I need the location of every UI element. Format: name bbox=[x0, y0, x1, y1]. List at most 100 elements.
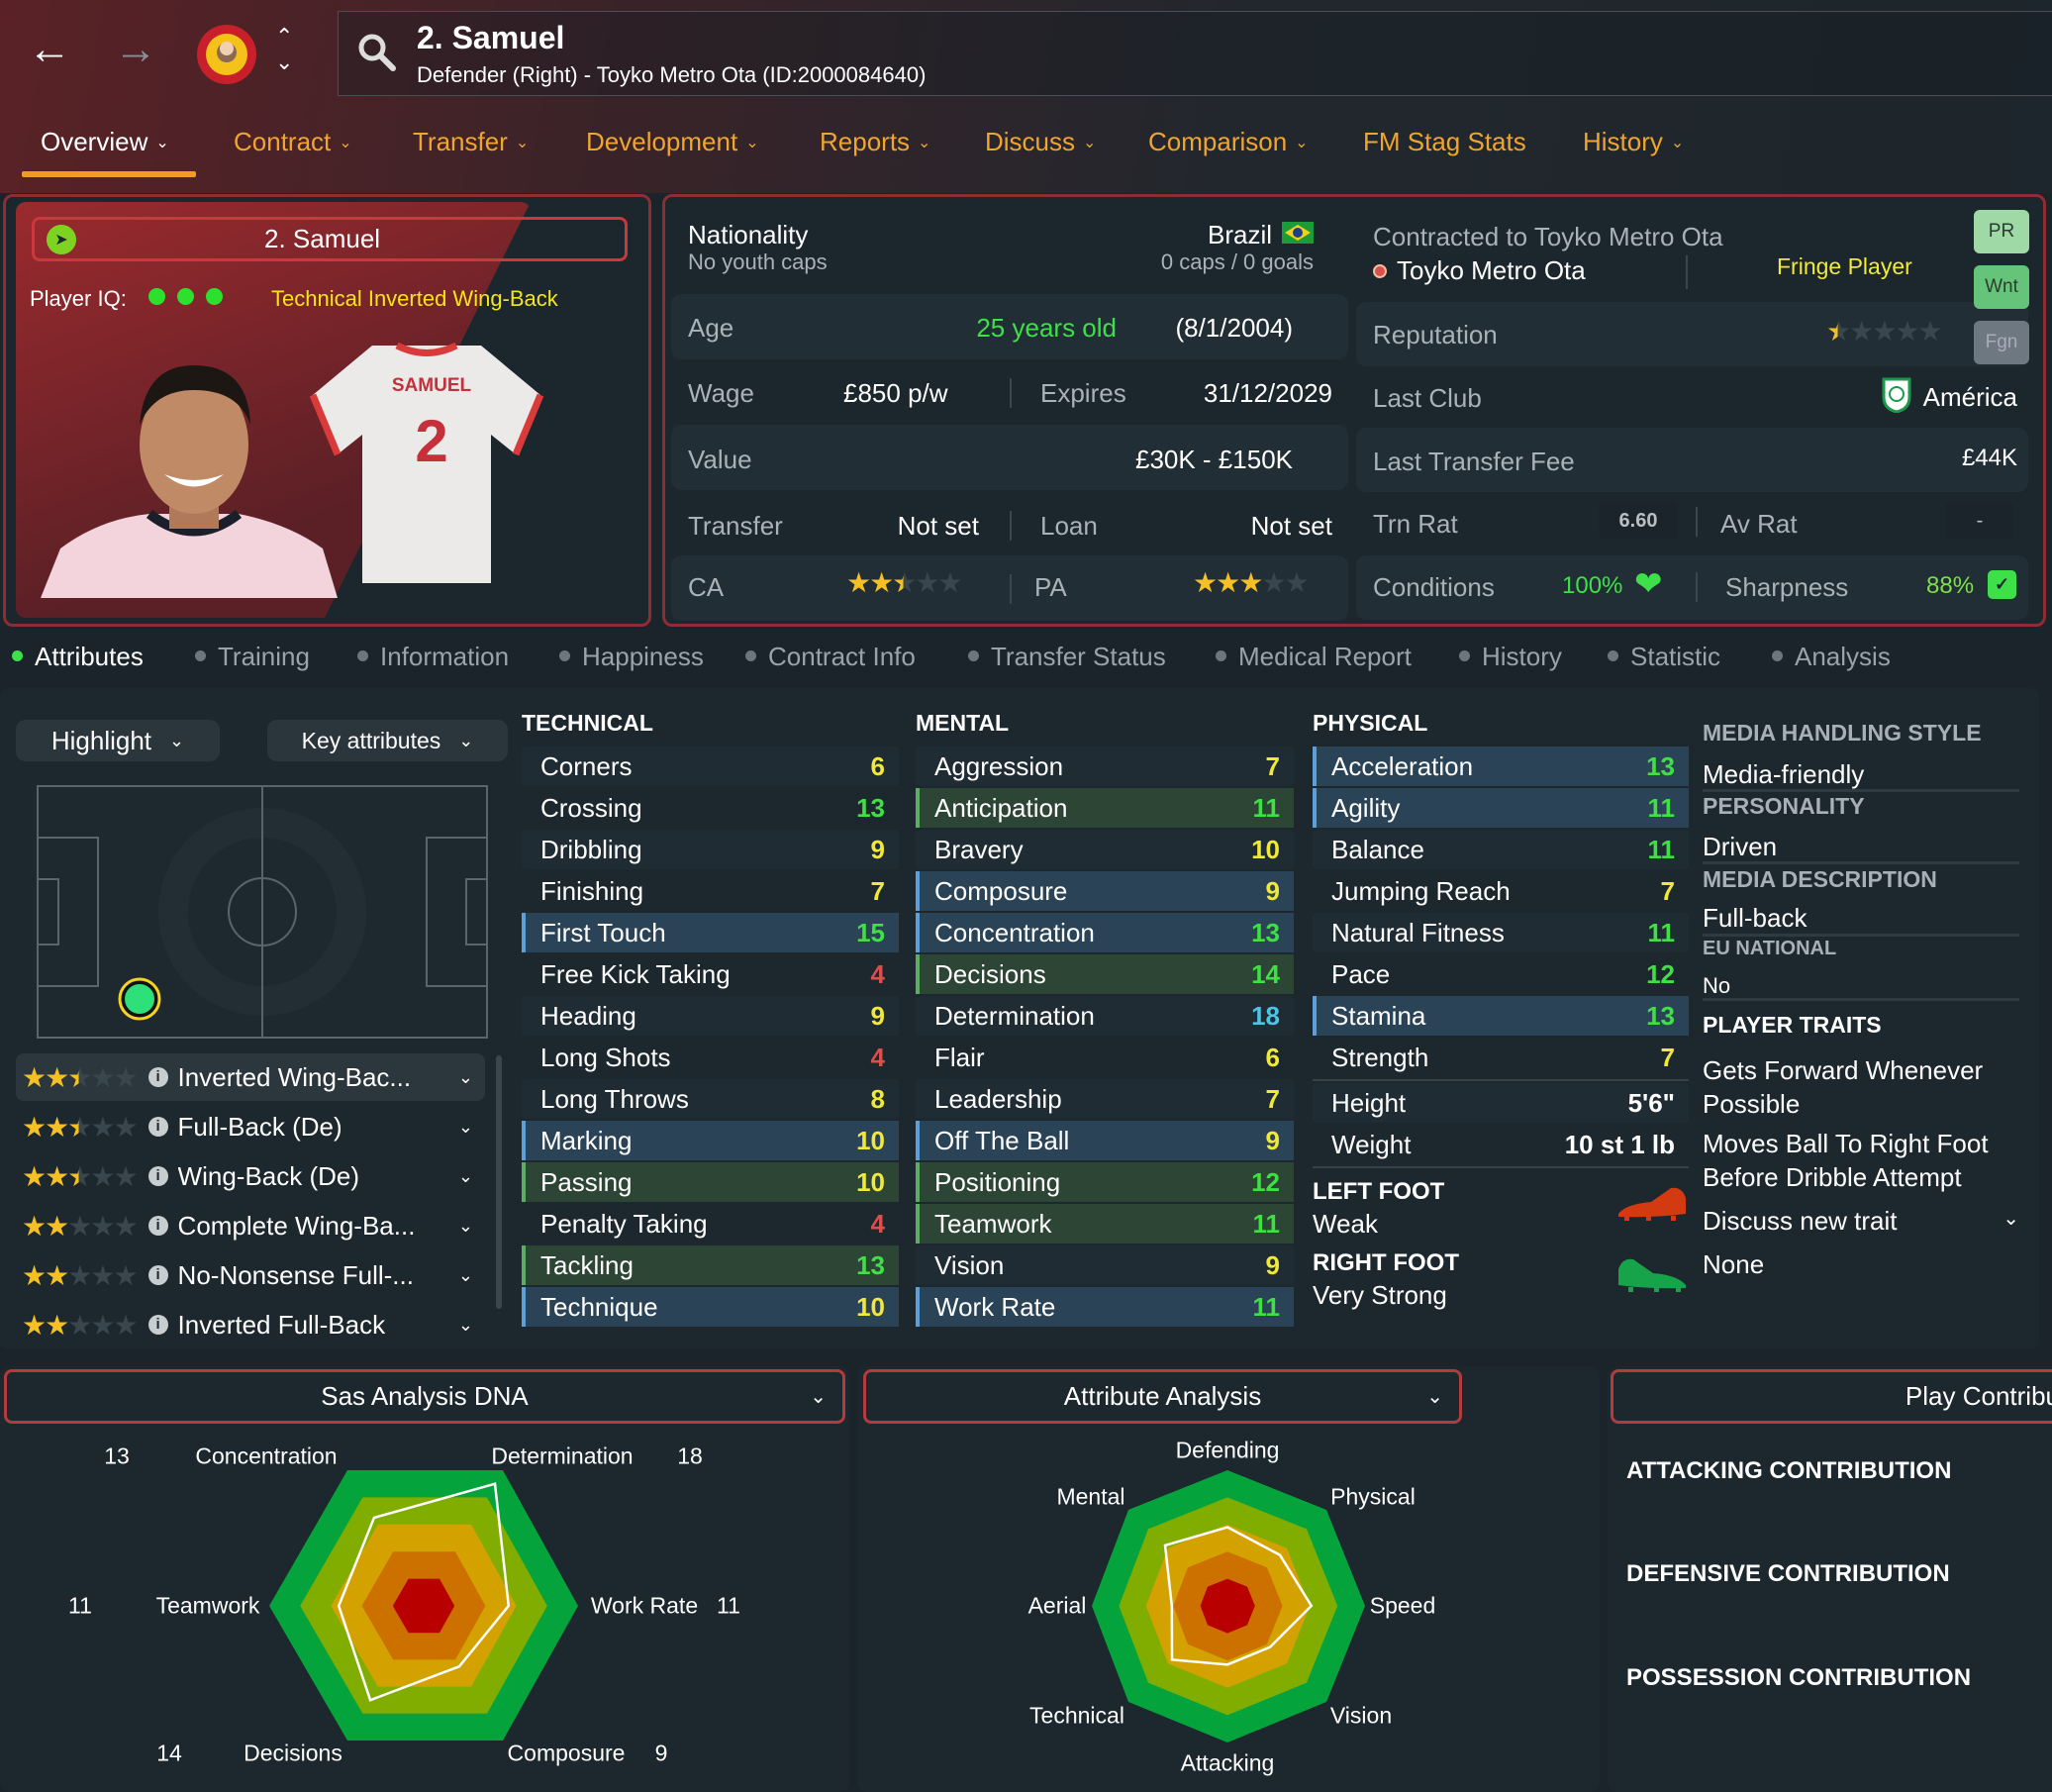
highlight-dropdown[interactable]: Highlight ⌄ bbox=[16, 720, 220, 761]
info-icon[interactable]: i bbox=[147, 1067, 168, 1087]
attribute-row[interactable]: Decisions 14 bbox=[916, 954, 1294, 994]
position-pitch bbox=[37, 785, 488, 1044]
club-badge-icon[interactable] bbox=[195, 23, 258, 86]
attribute-row[interactable]: Heading 9 bbox=[522, 996, 899, 1036]
subtab-training[interactable]: Training bbox=[195, 642, 310, 672]
tab-discuss[interactable]: Discuss ⌄ bbox=[985, 127, 1096, 157]
attribute-value: 11 bbox=[1252, 792, 1281, 823]
subtab-happiness[interactable]: Happiness bbox=[559, 642, 704, 672]
subtab-label: Attributes bbox=[35, 642, 144, 671]
attribute-row[interactable]: Technique 10 bbox=[522, 1287, 899, 1327]
attribute-row[interactable]: Natural Fitness 11 bbox=[1313, 913, 1689, 952]
info-icon[interactable]: i bbox=[147, 1216, 168, 1236]
role-item[interactable]: ★★★★★ i Complete Wing-Ba... ⌄ bbox=[16, 1202, 485, 1249]
chevron-down-icon[interactable]: ⌄ bbox=[457, 1215, 473, 1236]
last-club-link[interactable]: América bbox=[1882, 377, 2017, 418]
attribute-row[interactable]: Teamwork 11 bbox=[916, 1204, 1294, 1244]
attribute-row[interactable]: Composure 9 bbox=[916, 871, 1294, 911]
attribute-row[interactable]: Leadership 7 bbox=[916, 1079, 1294, 1119]
attribute-row[interactable]: Bravery 10 bbox=[916, 830, 1294, 869]
attribute-row[interactable]: Strength 7 bbox=[1313, 1038, 1689, 1077]
attribute-row[interactable]: Long Throws 8 bbox=[522, 1079, 899, 1119]
attribute-row[interactable]: Balance 11 bbox=[1313, 830, 1689, 869]
role-item[interactable]: ★★★★★ i Inverted Full-Back ⌄ bbox=[16, 1301, 485, 1338]
attribute-row[interactable]: Concentration 13 bbox=[916, 913, 1294, 952]
attribute-analysis-dropdown[interactable]: Attribute Analysis ⌄ bbox=[863, 1369, 1462, 1424]
club-name: Toyko Metro Ota bbox=[1397, 255, 1586, 285]
attribute-row[interactable]: Long Shots 4 bbox=[522, 1038, 899, 1077]
attribute-row[interactable]: Corners 6 bbox=[522, 747, 899, 786]
role-item[interactable]: ★★★★★ i Wing-Back (De) ⌄ bbox=[16, 1152, 485, 1200]
attribute-row[interactable]: Tackling 13 bbox=[522, 1245, 899, 1285]
attribute-row[interactable]: Agility 11 bbox=[1313, 788, 1689, 828]
contribution-dropdown[interactable]: Play Contributi bbox=[1611, 1369, 2052, 1424]
subtab-contract-info[interactable]: Contract Info bbox=[745, 642, 916, 672]
search-icon[interactable] bbox=[356, 32, 398, 78]
attribute-row[interactable]: Marking 10 bbox=[522, 1121, 899, 1160]
chevron-down-icon[interactable]: ⌄ bbox=[457, 1116, 473, 1137]
tab-fm-stag-stats[interactable]: FM Stag Stats bbox=[1363, 127, 1526, 157]
attribute-row[interactable]: Aggression 7 bbox=[916, 747, 1294, 786]
attribute-value: 15 bbox=[856, 917, 885, 947]
badge-wnt[interactable]: Wnt bbox=[1974, 265, 2029, 309]
discuss-trait-dropdown[interactable]: Discuss new trait ⌄ bbox=[1703, 1206, 2019, 1237]
chevron-down-icon: ⌄ bbox=[339, 135, 352, 151]
attribute-row[interactable]: Vision 9 bbox=[916, 1245, 1294, 1285]
attribute-row[interactable]: Finishing 7 bbox=[522, 871, 899, 911]
chevron-down-icon[interactable]: ⌄ bbox=[457, 1165, 473, 1186]
tab-transfer[interactable]: Transfer ⌄ bbox=[413, 127, 529, 157]
attribute-row[interactable]: Flair 6 bbox=[916, 1038, 1294, 1077]
info-icon[interactable]: i bbox=[147, 1166, 168, 1186]
club-link[interactable]: Toyko Metro Ota bbox=[1373, 255, 1586, 286]
badge-fgn[interactable]: Fgn bbox=[1974, 321, 2029, 364]
subtab-statistic[interactable]: Statistic bbox=[1608, 642, 1720, 672]
dna-dropdown[interactable]: Sas Analysis DNA ⌄ bbox=[4, 1369, 845, 1424]
attribute-row[interactable]: Stamina 13 bbox=[1313, 996, 1689, 1036]
role-item[interactable]: ★★★★★ i Inverted Wing-Bac... ⌄ bbox=[16, 1053, 485, 1101]
info-icon[interactable]: i bbox=[147, 1117, 168, 1137]
role-item[interactable]: ★★★★★ i No-Nonsense Full-... ⌄ bbox=[16, 1251, 485, 1299]
subtab-medical-report[interactable]: Medical Report bbox=[1216, 642, 1412, 672]
subtab-information[interactable]: Information bbox=[357, 642, 509, 672]
subtab-analysis[interactable]: Analysis bbox=[1772, 642, 1891, 672]
role-list-scrollbar[interactable] bbox=[496, 1055, 502, 1309]
attribute-row[interactable]: Off The Ball 9 bbox=[916, 1121, 1294, 1160]
nation[interactable]: Brazil bbox=[1208, 220, 1314, 250]
chevron-down-icon[interactable]: ⌄ bbox=[457, 1264, 473, 1285]
tab-comparison[interactable]: Comparison ⌄ bbox=[1148, 127, 1309, 157]
attribute-row[interactable]: Free Kick Taking 4 bbox=[522, 954, 899, 994]
star-icon: ★ bbox=[90, 1309, 115, 1338]
info-icon[interactable]: i bbox=[147, 1315, 168, 1335]
attribute-row[interactable]: Penalty Taking 4 bbox=[522, 1204, 899, 1244]
chevron-down-icon[interactable]: ⌄ bbox=[457, 1066, 473, 1087]
attribute-row[interactable]: Determination 18 bbox=[916, 996, 1294, 1036]
attribute-row[interactable]: Anticipation 11 bbox=[916, 788, 1294, 828]
info-icon[interactable]: i bbox=[147, 1265, 168, 1285]
tab-contract[interactable]: Contract ⌄ bbox=[234, 127, 352, 157]
back-arrow-icon[interactable]: ← bbox=[28, 25, 71, 73]
tab-overview[interactable]: Overview ⌄ bbox=[41, 127, 169, 157]
attribute-row[interactable]: Positioning 12 bbox=[916, 1162, 1294, 1202]
attribute-row[interactable]: Acceleration 13 bbox=[1313, 747, 1689, 786]
subtab-history[interactable]: History bbox=[1459, 642, 1562, 672]
attribute-row[interactable]: First Touch 15 bbox=[522, 913, 899, 952]
player-search-box[interactable] bbox=[338, 11, 2052, 96]
tab-reports[interactable]: Reports ⌄ bbox=[820, 127, 930, 157]
attribute-row[interactable]: Dribbling 9 bbox=[522, 830, 899, 869]
tab-history[interactable]: History ⌄ bbox=[1583, 127, 1684, 157]
key-attributes-dropdown[interactable]: Key attributes ⌄ bbox=[267, 720, 508, 761]
role-item[interactable]: ★★★★★ i Full-Back (De) ⌄ bbox=[16, 1103, 485, 1150]
up-down-chevron-icon[interactable]: ⌃ ⌄ bbox=[275, 24, 294, 74]
attribute-row[interactable]: Work Rate 11 bbox=[916, 1287, 1294, 1327]
badge-pr[interactable]: PR bbox=[1974, 210, 2029, 253]
subtab-attributes[interactable]: Attributes bbox=[12, 642, 144, 672]
tab-development[interactable]: Development ⌄ bbox=[586, 127, 759, 157]
attribute-row[interactable]: Pace 12 bbox=[1313, 954, 1689, 994]
attribute-row[interactable]: Passing 10 bbox=[522, 1162, 899, 1202]
subtab-transfer-status[interactable]: Transfer Status bbox=[968, 642, 1166, 672]
attribute-row[interactable]: Crossing 13 bbox=[522, 788, 899, 828]
chevron-down-icon[interactable]: ⌄ bbox=[457, 1314, 473, 1335]
forward-arrow-icon[interactable]: → bbox=[114, 25, 157, 73]
sharpness-label: Sharpness bbox=[1725, 572, 1849, 602]
attribute-row[interactable]: Jumping Reach 7 bbox=[1313, 871, 1689, 911]
